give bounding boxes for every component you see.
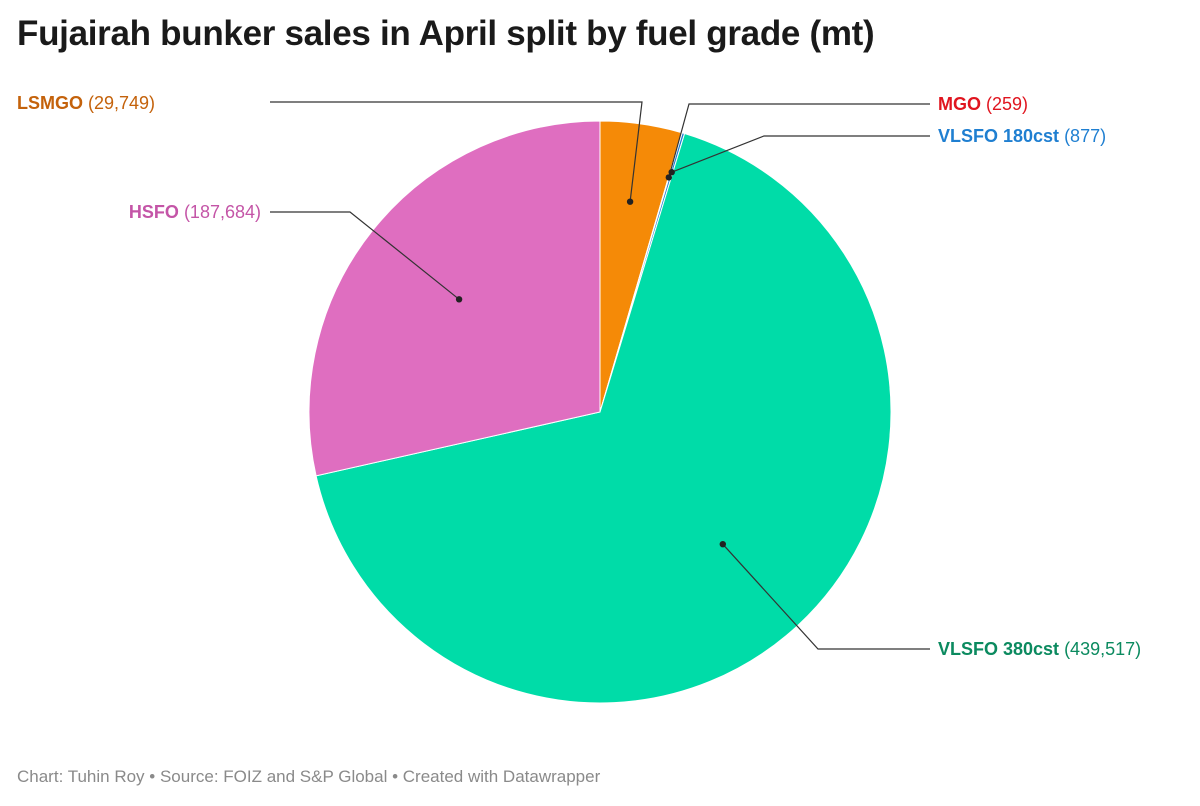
slice-label-name: MGO [938, 94, 981, 114]
leader-dot-mgo [665, 174, 672, 181]
slice-label-hsfo: HSFO (187,684) [129, 202, 261, 222]
slice-label-value: (187,684) [179, 202, 261, 222]
leader-dot-vlsfo-180cst [668, 169, 675, 176]
slice-label-name: LSMGO [17, 93, 83, 113]
leader-lines [270, 101, 930, 650]
slice-label-lsmgo: LSMGO (29,749) [17, 93, 155, 113]
slice-label-name: VLSFO 180cst [938, 126, 1059, 146]
leader-dot-hsfo [455, 296, 463, 303]
slice-label-value: (29,749) [83, 93, 155, 113]
chart-title: Fujairah bunker sales in April split by … [17, 14, 875, 53]
leader-line-mgo [668, 103, 930, 178]
leader-dot-vlsfo-380cst [719, 541, 726, 548]
pie-slice-vlsfo-380cst [315, 132, 892, 704]
slice-label-name: VLSFO 380cst [938, 639, 1059, 659]
chart-footer: Chart: Tuhin Roy • Source: FOIZ and S&P … [17, 767, 601, 786]
slice-label-value: (877) [1059, 126, 1106, 146]
slice-labels: LSMGO (29,749) MGO (259) VLSFO 180cst (877… [17, 93, 1141, 659]
leader-line-hsfo [270, 211, 460, 300]
pie-slices [308, 120, 892, 704]
slice-label-vlsfo-180cst: VLSFO 180cst (877) [938, 126, 1106, 146]
leader-dot-lsmgo [626, 198, 634, 205]
leader-line-lsmgo [270, 101, 643, 202]
slice-label-mgo: MGO (259) [938, 94, 1028, 114]
slice-label-vlsfo-380cst: VLSFO 380cst (439,517) [938, 639, 1141, 659]
slice-label-name: HSFO [129, 202, 179, 222]
slice-label-value: (439,517) [1059, 639, 1141, 659]
leader-line-vlsfo-180cst [671, 135, 930, 173]
leader-line-vlsfo-380cst [722, 543, 930, 650]
slice-label-value: (259) [981, 94, 1028, 114]
